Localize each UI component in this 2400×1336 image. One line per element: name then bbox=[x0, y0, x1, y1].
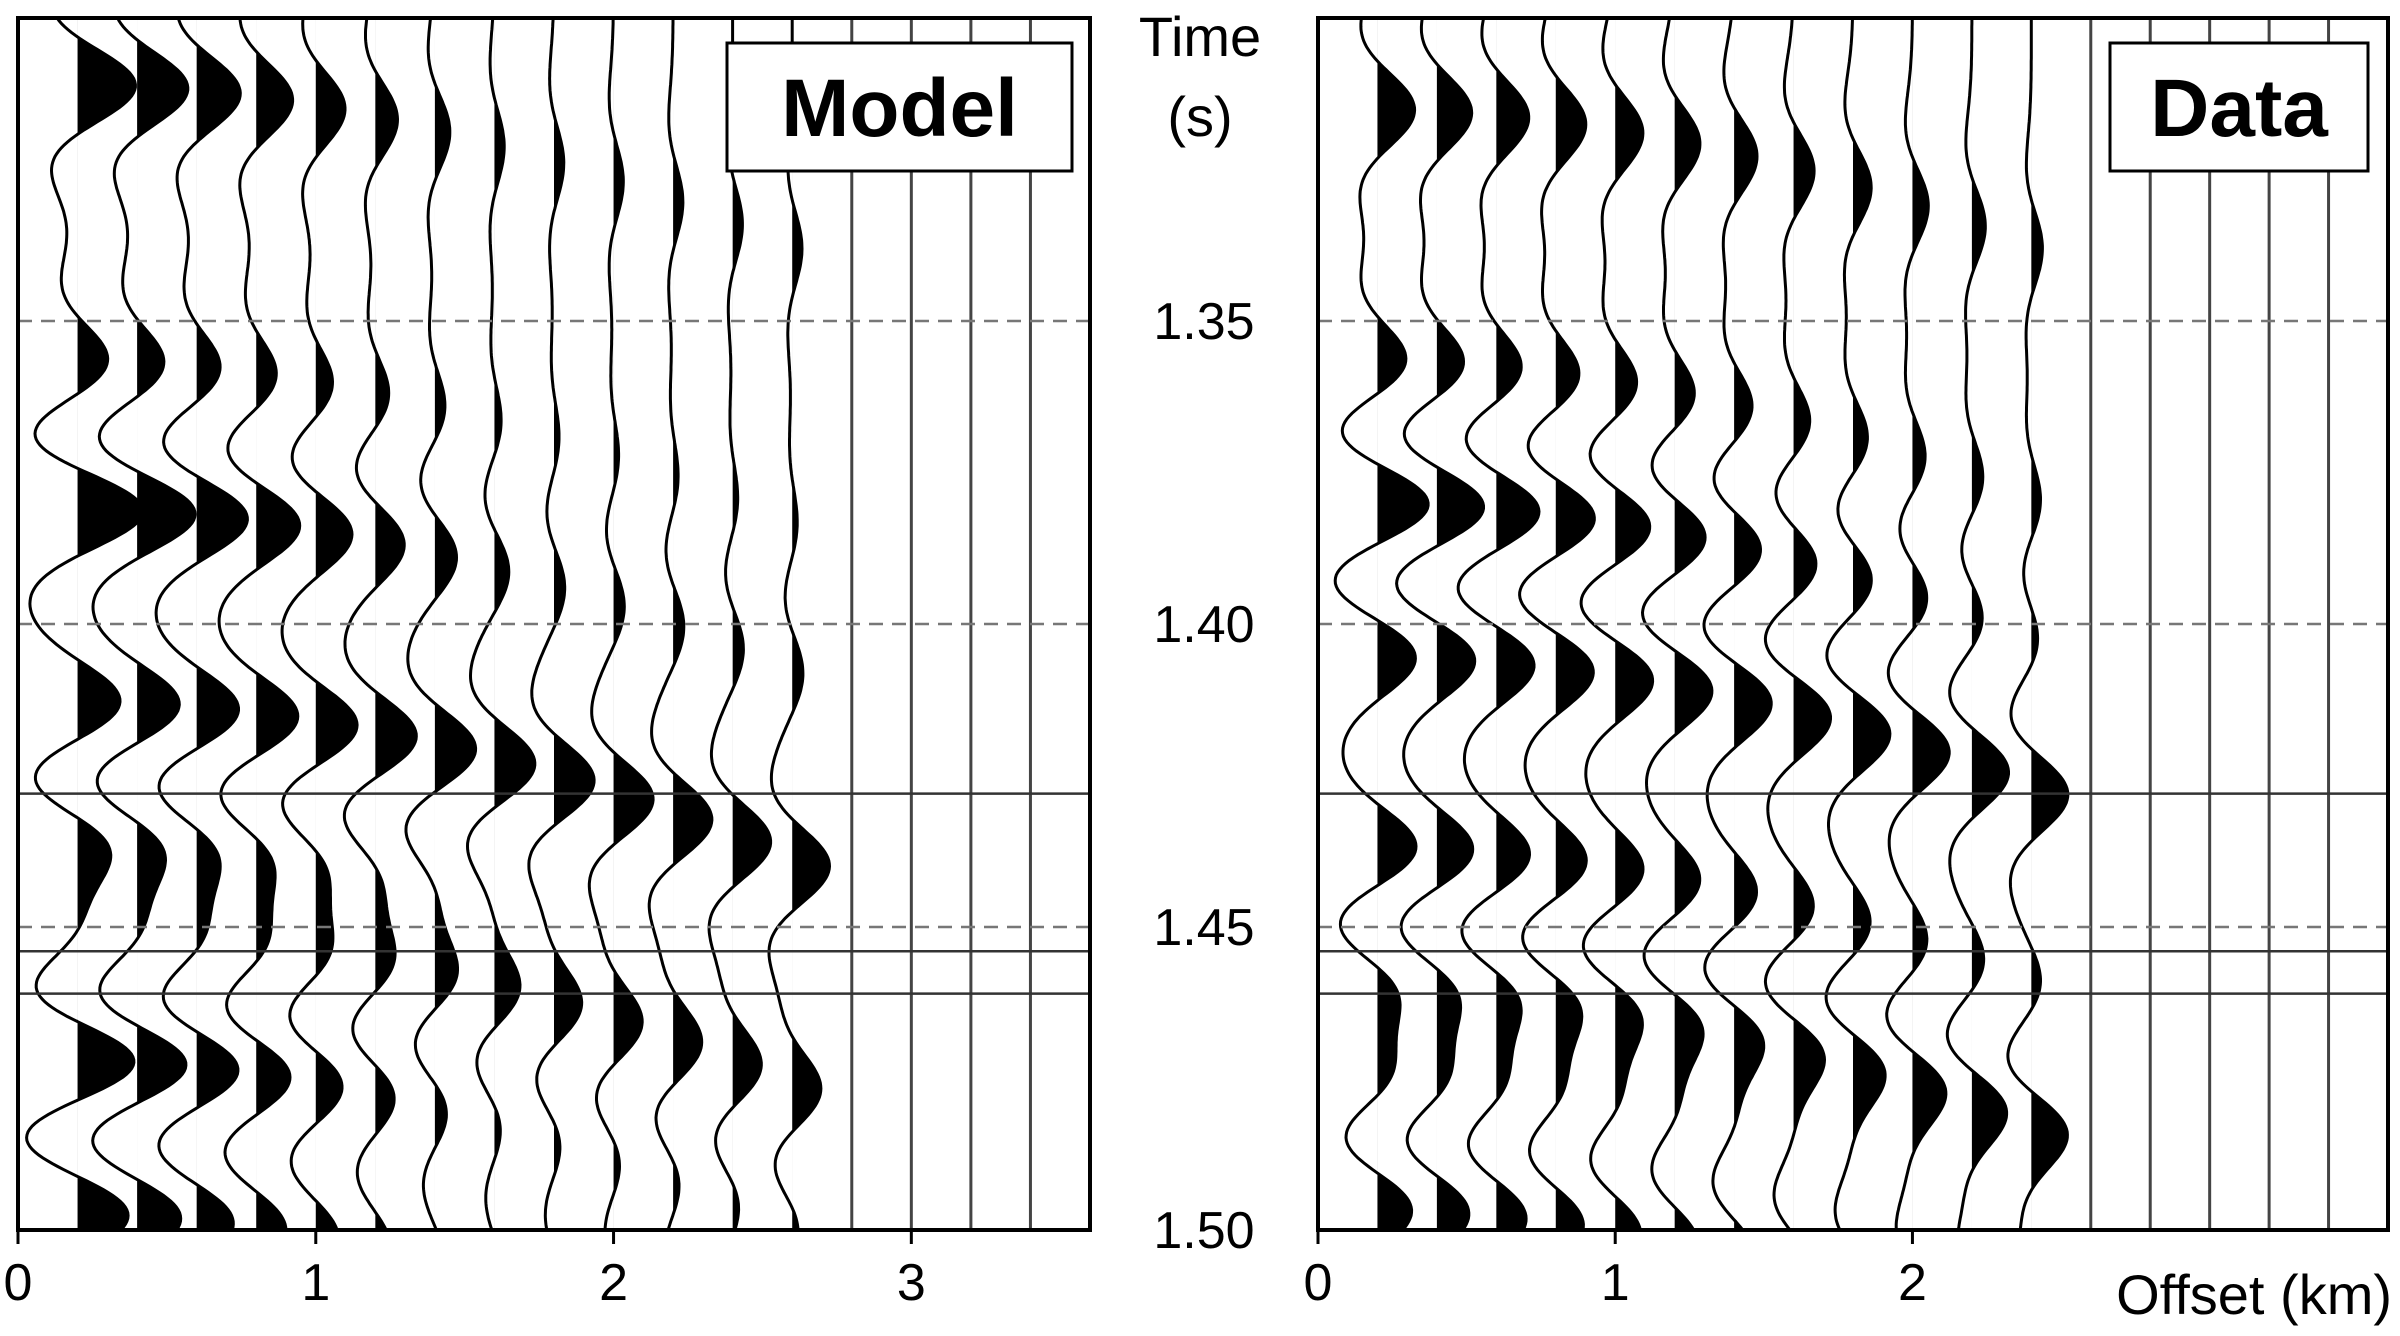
trace-wiggle bbox=[527, 18, 596, 1230]
trace-wiggle bbox=[1702, 18, 1773, 1230]
trace-fill bbox=[1436, 18, 1484, 1230]
time-tick-labels: 1.35 1.40 1.45 1.50 bbox=[1153, 293, 1254, 1260]
x-tick-label: 2 bbox=[1898, 1254, 1927, 1312]
trace-fill bbox=[2031, 18, 2068, 1230]
time-tick-label: 1.45 bbox=[1153, 899, 1254, 957]
time-axis-title-line2: (s) bbox=[1167, 85, 1232, 148]
trace-fill bbox=[554, 18, 595, 1230]
trace-wiggle bbox=[342, 18, 418, 1230]
trace-fill bbox=[256, 18, 300, 1230]
trace-fill bbox=[1615, 18, 1653, 1230]
time-tick-label: 1.50 bbox=[1153, 1202, 1254, 1260]
trace-wiggle bbox=[1518, 18, 1596, 1230]
panel-title: Model bbox=[781, 63, 1018, 154]
trace-wiggle bbox=[1824, 18, 1892, 1230]
trace-fill bbox=[375, 18, 417, 1230]
trace-fill bbox=[1377, 18, 1429, 1230]
plot-frame bbox=[1316, 16, 2390, 1232]
x-tick-label: 1 bbox=[1601, 1254, 1630, 1312]
model-panel: 0 1 2 3 Model bbox=[4, 16, 1092, 1312]
time-axis-title-line1: Time bbox=[1139, 5, 1261, 68]
trace-wiggle bbox=[1763, 18, 1832, 1230]
trace-fill bbox=[434, 18, 476, 1230]
x-tick-label: 0 bbox=[1304, 1254, 1333, 1312]
trace-wiggle bbox=[217, 18, 302, 1230]
time-tick-label: 1.35 bbox=[1153, 293, 1254, 351]
trace-wiggle bbox=[647, 18, 714, 1230]
trace-wiggle bbox=[1945, 18, 2010, 1230]
x-tick-label: 2 bbox=[599, 1254, 628, 1312]
trace-wiggle bbox=[1333, 18, 1430, 1230]
trace-fill bbox=[792, 18, 830, 1230]
trace-fill bbox=[494, 18, 535, 1230]
panel-title: Data bbox=[2150, 63, 2329, 154]
x-tick-label: 0 bbox=[4, 1254, 33, 1312]
trace-wiggle bbox=[1579, 18, 1655, 1230]
trace-wiggle bbox=[25, 18, 145, 1230]
panel-title-box bbox=[2108, 41, 2370, 173]
x-tick-label: 1 bbox=[301, 1254, 330, 1312]
data-panel: 0 1 2 Data bbox=[1304, 16, 2390, 1312]
plot-frame bbox=[16, 16, 1092, 1232]
trace-fill bbox=[673, 18, 712, 1230]
x-tick-label: 3 bbox=[897, 1254, 926, 1312]
trace-fill bbox=[1853, 18, 1890, 1230]
trace-fill bbox=[1555, 18, 1595, 1230]
time-tick-label: 1.40 bbox=[1153, 596, 1254, 654]
trace-fill bbox=[1734, 18, 1772, 1230]
panel-title-box bbox=[725, 41, 1074, 173]
offset-axis-title: Offset (km) bbox=[2116, 1263, 2392, 1326]
trace-fill bbox=[1496, 18, 1539, 1230]
